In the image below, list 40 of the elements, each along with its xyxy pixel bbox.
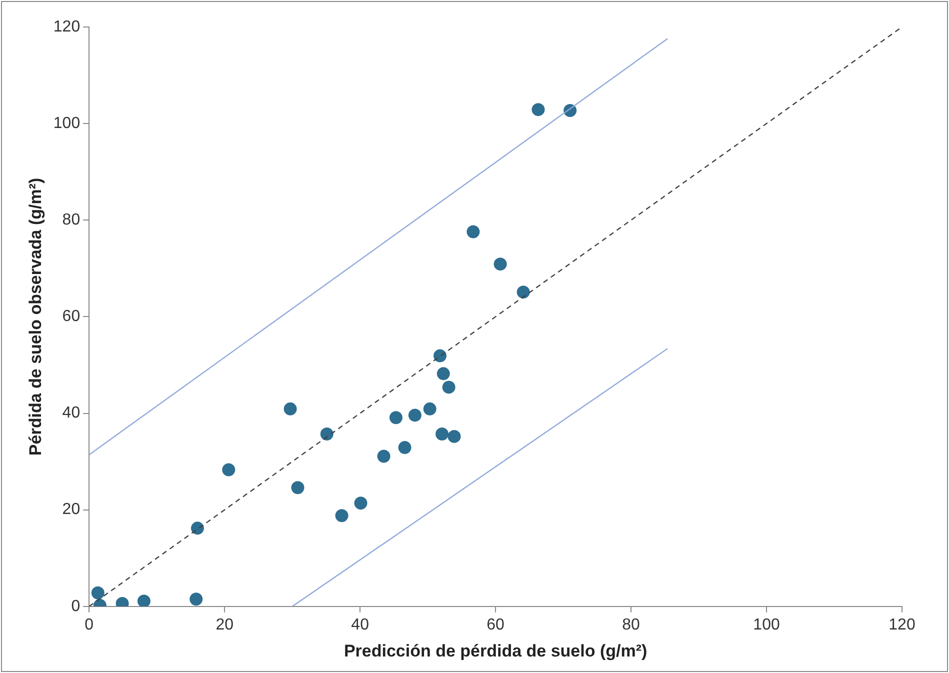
point (389, 411, 402, 424)
point (436, 367, 450, 380)
y-tick-label: 120 (53, 18, 80, 36)
point (377, 450, 390, 463)
y-tick-label: 80 (62, 212, 80, 229)
point (423, 402, 436, 416)
y-tick-label: 20 (62, 501, 80, 518)
point (222, 463, 236, 476)
point (320, 428, 334, 441)
point (91, 586, 104, 600)
point (448, 430, 461, 443)
point (398, 441, 412, 454)
y-tick-label: 100 (53, 114, 80, 132)
x-tick-label: 40 (351, 616, 370, 634)
x-tick-label: 120 (888, 616, 916, 634)
x-tick-label: 100 (753, 616, 780, 634)
point (137, 594, 150, 606)
point (532, 103, 545, 116)
point (516, 286, 530, 299)
x-tick-label: 80 (622, 616, 640, 634)
y-tick-label: 0 (71, 598, 80, 615)
y-axis-title: Pérdida de suelo observada (g/m²) (26, 178, 45, 456)
point (408, 408, 422, 422)
y-tick-label: 60 (62, 308, 80, 326)
point (190, 592, 203, 606)
point (466, 225, 480, 238)
point (436, 428, 449, 441)
point (291, 481, 304, 494)
x-tick-label: 60 (486, 616, 505, 634)
x-tick-label: 20 (216, 616, 234, 634)
point (494, 258, 507, 271)
y-tick-label: 40 (62, 404, 80, 422)
point (442, 380, 456, 394)
point (190, 522, 204, 535)
x-axis-title: Predicción de pérdida de suelo (g/m²) (344, 641, 648, 660)
point (434, 349, 446, 362)
point (354, 496, 368, 510)
point (335, 509, 348, 522)
x-tick-label: 0 (84, 616, 94, 634)
point (284, 402, 297, 416)
